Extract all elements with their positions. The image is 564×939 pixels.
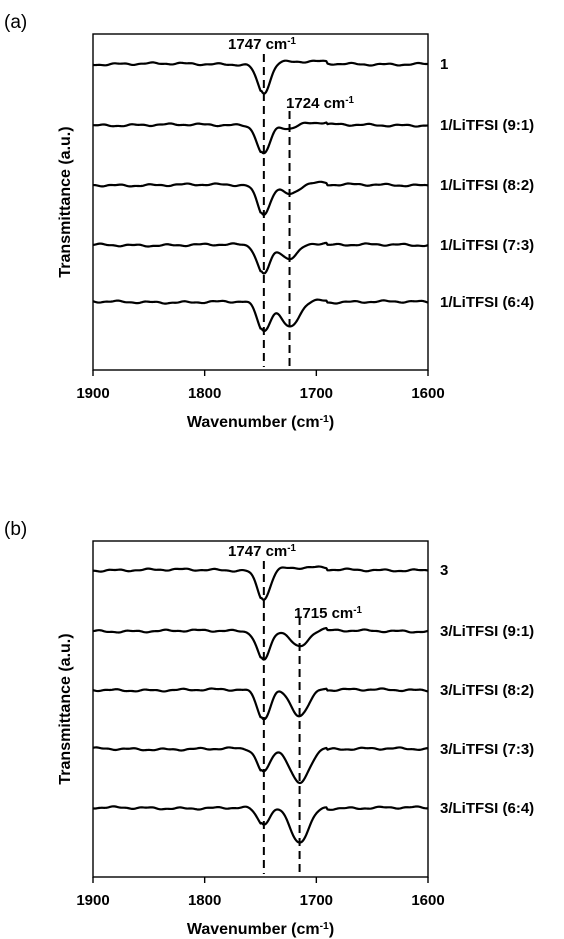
y-axis-label: Transmittance (a.u.) [57, 633, 74, 784]
x-tick-label: 1800 [188, 385, 221, 402]
series-label: 1/LiTFSI (9:1) [440, 117, 534, 134]
spectrum-line [92, 805, 429, 844]
series-label: 3/LiTFSI (6:4) [440, 800, 534, 817]
spectrum-line [92, 687, 429, 721]
spectrum-line [92, 565, 429, 601]
spectrum-line [92, 180, 429, 216]
x-tick-label: 1700 [300, 385, 333, 402]
spectrum-line [92, 241, 429, 275]
series-label: 3 [440, 562, 448, 579]
y-axis-label: Transmittance (a.u.) [57, 126, 74, 277]
x-tick-label: 1800 [188, 892, 221, 909]
spectrum-line [92, 627, 429, 661]
x-tick-label: 1600 [411, 892, 444, 909]
spectrum-line [92, 746, 429, 785]
series-label: 1/LiTFSI (8:2) [440, 177, 534, 194]
x-axis-label: Wavenumber (cm-1) [187, 921, 334, 939]
x-tick-label: 1900 [76, 385, 109, 402]
plot-frame [92, 540, 429, 878]
chart-panel-a: (a) 1900 1800 1700 1600 Wavenumber (cm-1) Tran… [4, 12, 534, 431]
plot-frame [92, 33, 429, 371]
series-label: 1 [440, 56, 448, 73]
x-axis-label: Wavenumber (cm-1) [187, 414, 334, 432]
panel-letter: (a) [4, 12, 27, 33]
peak-label: 1724 cm-1 [286, 95, 354, 113]
peak-label: 1715 cm-1 [294, 605, 362, 623]
series-label: 1/LiTFSI (6:4) [440, 294, 534, 311]
series-label: 3/LiTFSI (9:1) [440, 623, 534, 640]
series-label: 3/LiTFSI (8:2) [440, 682, 534, 699]
x-tick-label: 1700 [300, 892, 333, 909]
spectrum-line [92, 59, 429, 95]
peak-label: 1747 cm-1 [228, 543, 296, 561]
series-label: 1/LiTFSI (7:3) [440, 237, 534, 254]
peak-label: 1747 cm-1 [228, 36, 296, 54]
spectrum-line [92, 298, 429, 333]
series-label: 3/LiTFSI (7:3) [440, 741, 534, 758]
panel-letter: (b) [4, 519, 27, 540]
x-tick-label: 1900 [76, 892, 109, 909]
spectrum-line [92, 121, 429, 155]
x-tick-label: 1600 [411, 385, 444, 402]
chart-panel-b: (b) 1900 1800 1700 1600 Wavenumber (cm-1) Tran… [4, 519, 534, 938]
